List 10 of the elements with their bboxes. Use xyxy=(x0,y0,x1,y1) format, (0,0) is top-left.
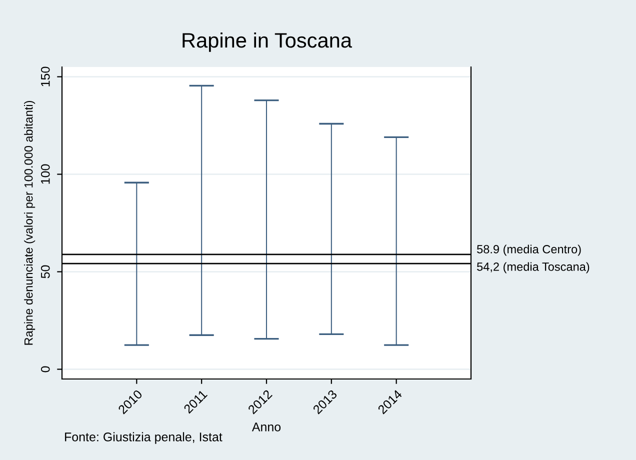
source-note: Fonte: Giustizia penale, Istat xyxy=(65,432,222,444)
y-tick-label: 100 xyxy=(40,164,50,184)
y-axis-title: Rapine denunciate (valori per 100.000 abitanti) xyxy=(24,100,36,345)
ref-line-label: 54,2 (media Toscana) xyxy=(477,262,590,274)
y-tick-label: 50 xyxy=(40,265,50,278)
chart-title: Rapine in Toscana xyxy=(182,32,352,52)
x-axis-title: Anno xyxy=(252,422,281,432)
y-tick-label: 0 xyxy=(40,366,50,372)
ref-line-label: 58.9 (media Centro) xyxy=(477,244,581,256)
y-tick-label: 150 xyxy=(40,66,50,86)
